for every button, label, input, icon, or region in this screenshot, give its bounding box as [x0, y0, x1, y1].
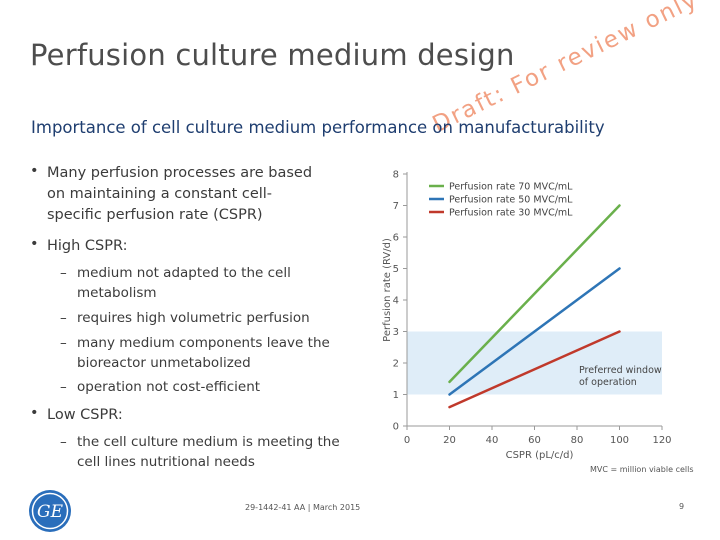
y-tick-label: 4: [393, 296, 399, 307]
sub-bullet-dash: –: [60, 379, 67, 395]
slide-title: Perfusion culture medium design: [30, 38, 515, 72]
page-number: 9: [679, 502, 685, 511]
slide-subtitle: Importance of cell culture medium perfor…: [31, 118, 605, 137]
series-line-2: [448, 267, 621, 396]
sub-bullet-line: many medium components leave the: [77, 335, 330, 351]
y-axis-label: Perfusion rate (RV/d): [382, 238, 393, 342]
x-tick-label: 20: [443, 435, 456, 446]
sub-bullet-dash: –: [60, 434, 67, 450]
sub-bullet-dash: –: [60, 265, 67, 281]
sub-bullet-line: bioreactor unmetabolized: [77, 355, 251, 371]
preferred-window-label: of operation: [579, 377, 637, 388]
logo-text: GE: [37, 502, 64, 522]
x-tick-label: 120: [652, 435, 671, 446]
preferred-window-region: [407, 331, 662, 395]
bullet-label: Low CSPR:: [47, 407, 123, 423]
y-tick-label: 8: [393, 170, 399, 181]
preferred-window-label: Preferred window: [579, 365, 662, 376]
x-tick-label: 60: [528, 435, 541, 446]
bullet-line: Many perfusion processes are based: [47, 165, 313, 181]
sub-bullet-dash: –: [60, 310, 67, 326]
y-tick-label: 0: [393, 422, 399, 433]
x-tick-label: 80: [571, 435, 584, 446]
ge-logo: GE: [29, 490, 71, 532]
x-tick-label: 40: [486, 435, 499, 446]
y-tick-label: 7: [393, 201, 399, 212]
sub-bullet-line: operation not cost-efficient: [77, 379, 261, 395]
perfusion-rate-chart: Perfusion rate (RV/d) CSPR (pL/c/d) Pref…: [382, 170, 672, 462]
y-tick-label: 2: [393, 359, 399, 370]
sub-bullet-line: metabolism: [77, 285, 157, 301]
x-axis-label: CSPR (pL/c/d): [506, 450, 574, 461]
y-tick-label: 3: [393, 327, 399, 338]
x-tick-label: 100: [610, 435, 629, 446]
bullet-dot: •: [30, 163, 39, 179]
bullet-label: High CSPR:: [47, 238, 128, 254]
bullet-dot: •: [30, 236, 39, 252]
sub-bullet-line: cell lines nutritional needs: [77, 454, 255, 470]
legend-entry: Perfusion rate 70 MVC/mL: [449, 182, 573, 193]
series-line-1: [448, 204, 621, 384]
bullet-dot: •: [30, 405, 39, 421]
legend-entry: Perfusion rate 30 MVC/mL: [449, 208, 573, 219]
x-tick-label: 0: [404, 435, 410, 446]
series-line-3: [448, 330, 621, 409]
sub-bullet-line: the cell culture medium is meeting the: [77, 434, 340, 450]
y-tick-label: 5: [393, 264, 399, 275]
bullet-line: on maintaining a constant cell-: [47, 186, 273, 202]
sub-bullet-line: medium not adapted to the cell: [77, 265, 291, 281]
sub-bullet-dash: –: [60, 335, 67, 351]
y-tick-label: 6: [393, 233, 399, 244]
footer-document-id: 29-1442-41 AA | March 2015: [245, 503, 361, 512]
y-tick-label: 1: [393, 390, 399, 401]
bullet-line: specific perfusion rate (CSPR): [47, 207, 263, 223]
sub-bullet-line: requires high volumetric perfusion: [77, 310, 310, 326]
footnote: MVC = million viable cells: [590, 465, 694, 474]
legend-entry: Perfusion rate 50 MVC/mL: [449, 195, 573, 206]
